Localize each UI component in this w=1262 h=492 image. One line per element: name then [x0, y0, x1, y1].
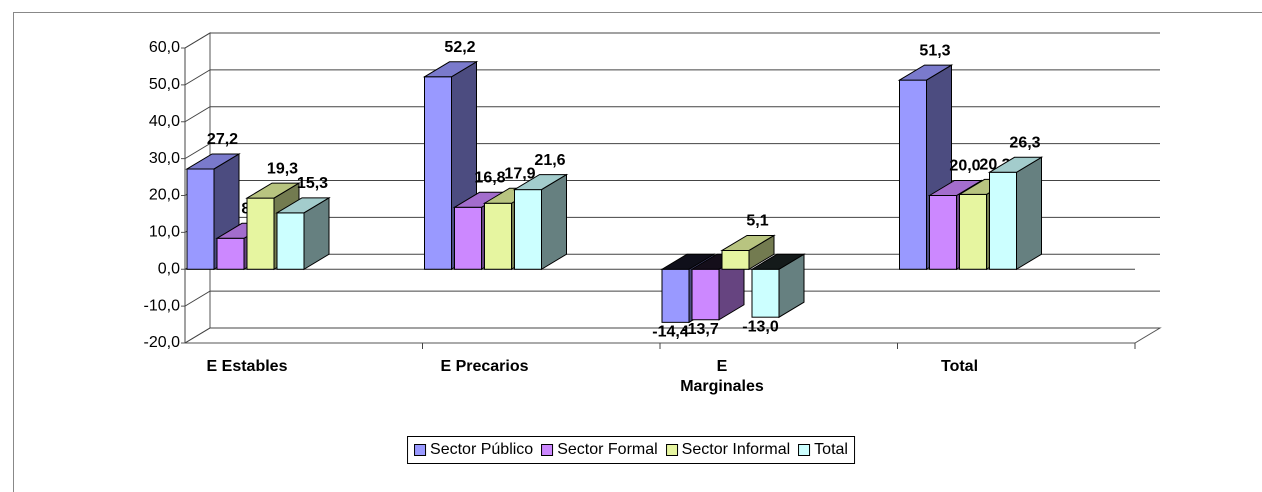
bar-front — [691, 268, 720, 321]
bar — [987, 156, 1044, 271]
legend-item: Sector Público — [414, 441, 533, 459]
bar — [422, 60, 479, 271]
bar-top — [422, 61, 479, 78]
y-tick-label: 20,0 — [149, 187, 180, 204]
bar — [750, 253, 806, 319]
legend-label: Sector Público — [430, 441, 534, 458]
bar-front — [424, 76, 452, 270]
y-tick-label: 40,0 — [149, 113, 180, 130]
bar — [512, 173, 569, 271]
value-label: -14,4 — [652, 324, 689, 341]
value-label: 51,3 — [919, 42, 950, 59]
grid-line — [184, 69, 1160, 86]
value-label: 21,6 — [534, 152, 565, 169]
bar-front — [929, 195, 957, 270]
bar — [720, 234, 776, 271]
bar-front — [276, 212, 305, 270]
value-label: 26,3 — [1009, 134, 1040, 151]
x-tick-label: E Marginales — [680, 358, 764, 395]
legend-swatch — [665, 444, 678, 456]
x-tick-label: E Precarios — [440, 358, 529, 375]
bar-top — [750, 253, 806, 270]
bar-front — [721, 249, 750, 270]
bar-top — [987, 156, 1044, 173]
bar-front — [484, 202, 512, 270]
grid-line — [184, 327, 1160, 344]
bar-side — [541, 173, 567, 271]
bar-front — [959, 193, 987, 270]
legend-item: Sector Formal — [541, 441, 658, 459]
bar-front — [186, 168, 215, 270]
bar-front — [514, 189, 542, 270]
y-tick-label: -10,0 — [144, 297, 181, 314]
y-tick-label: 10,0 — [149, 224, 180, 241]
bar-front — [454, 206, 482, 270]
grid-line — [184, 32, 1160, 49]
legend-item: Sector Informal — [665, 441, 791, 459]
legend-swatch — [414, 444, 427, 456]
bar — [690, 253, 746, 321]
x-tick-label: E Estables — [206, 358, 288, 375]
bar-front — [246, 197, 275, 270]
bar-side — [1016, 156, 1042, 271]
value-label: 16,8 — [474, 170, 505, 187]
bar — [275, 196, 331, 271]
grid-line — [184, 106, 1160, 123]
grid-line — [184, 143, 1160, 160]
value-label: 20,0 — [949, 158, 980, 175]
y-tick-label: -20,0 — [144, 334, 181, 351]
bar-top — [275, 197, 331, 214]
value-label: 19,3 — [267, 160, 298, 177]
value-label: 52,2 — [444, 39, 475, 56]
legend: Sector Público Sector Formal Sector Inform… — [407, 436, 855, 464]
bar-top — [897, 64, 954, 81]
bar-top — [660, 253, 716, 270]
bar-front — [899, 79, 927, 270]
value-label: 17,9 — [504, 165, 535, 182]
legend-label: Total — [814, 441, 848, 458]
bar-top — [245, 182, 301, 199]
bar-top — [185, 153, 241, 170]
bar-front — [989, 171, 1017, 270]
y-tick-label: 60,0 — [149, 39, 180, 56]
bar-top — [720, 234, 776, 251]
value-label: -13,0 — [742, 318, 779, 335]
grid-line — [184, 290, 1160, 307]
bar-front — [216, 237, 245, 270]
value-label: -13,7 — [682, 321, 719, 338]
value-label: 5,1 — [746, 213, 768, 230]
x-tick-label: Total — [940, 358, 979, 375]
legend-item: Total — [798, 441, 848, 459]
legend-label: Sector Informal — [681, 441, 791, 458]
bar-top — [512, 174, 569, 191]
legend-label: Sector Formal — [557, 441, 658, 458]
value-label: 27,2 — [207, 131, 238, 148]
legend-swatch — [798, 444, 811, 456]
y-tick-label: 0,0 — [158, 260, 180, 277]
y-tick-label: 50,0 — [149, 76, 180, 93]
value-label: 15,3 — [297, 175, 328, 192]
chart-frame — [13, 12, 1262, 492]
bar-top — [927, 180, 984, 196]
legend-swatch — [541, 444, 554, 456]
bar-front — [751, 268, 780, 318]
bar-front — [661, 268, 690, 323]
chart: -20,0 -10,0 0,0 10,0 20,0 30,0 40,0 50,0 60,0 27,… — [144, 32, 1162, 351]
y-tick-label: 30,0 — [149, 150, 180, 167]
